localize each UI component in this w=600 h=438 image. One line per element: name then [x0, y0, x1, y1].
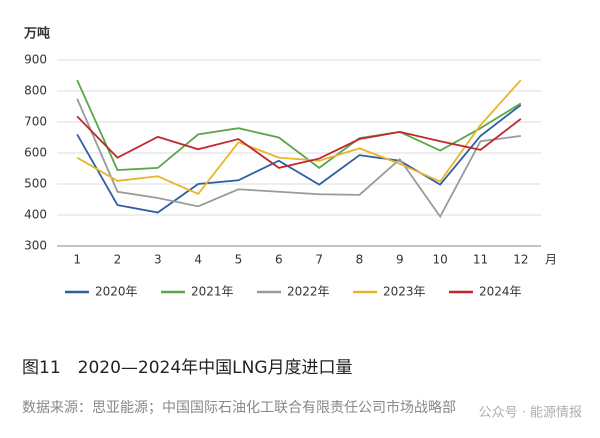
x-tick-label: 8: [356, 253, 364, 267]
y-tick-label: 900: [24, 53, 47, 67]
x-tick-label: 1: [73, 253, 81, 267]
x-tick-label: 5: [235, 253, 243, 267]
x-tick-label: 4: [194, 253, 202, 267]
legend-label: 2023年: [383, 285, 426, 299]
x-tick-label: 12: [513, 253, 528, 267]
y-tick-label: 500: [24, 177, 47, 191]
series-line: [76, 79, 522, 171]
y-unit: 万吨: [23, 26, 50, 42]
legend-label: 2021年: [191, 285, 234, 299]
x-tick-label: 2: [114, 253, 122, 267]
x-unit: 月: [545, 253, 557, 267]
source: 数据来源：思亚能源；中国国际石油化工联合有限责任公司市场战略部: [22, 399, 456, 416]
x-tick-label: 11: [473, 253, 488, 267]
legend-label: 2024年: [479, 285, 522, 299]
y-tick-label: 700: [24, 115, 47, 129]
x-tick-label: 10: [433, 253, 448, 267]
series-line: [76, 104, 522, 214]
watermark: 公众号 · 能源情报: [479, 406, 582, 421]
series-line: [76, 115, 522, 169]
x-tick-label: 9: [396, 253, 404, 267]
y-tick-label: 300: [24, 239, 47, 253]
y-tick-label: 400: [24, 208, 47, 222]
x-tick-label: 3: [154, 253, 162, 267]
x-tick-label: 6: [275, 253, 283, 267]
series-line: [76, 79, 522, 196]
y-tick-label: 800: [24, 84, 47, 98]
legend-label: 2020年: [95, 285, 138, 299]
y-tick-label: 600: [24, 146, 47, 160]
caption: 图11 2020—2024年中国LNG月度进口量: [22, 358, 353, 378]
series-line: [76, 98, 521, 219]
x-tick-label: 7: [315, 253, 323, 267]
legend-label: 2022年: [287, 285, 330, 299]
